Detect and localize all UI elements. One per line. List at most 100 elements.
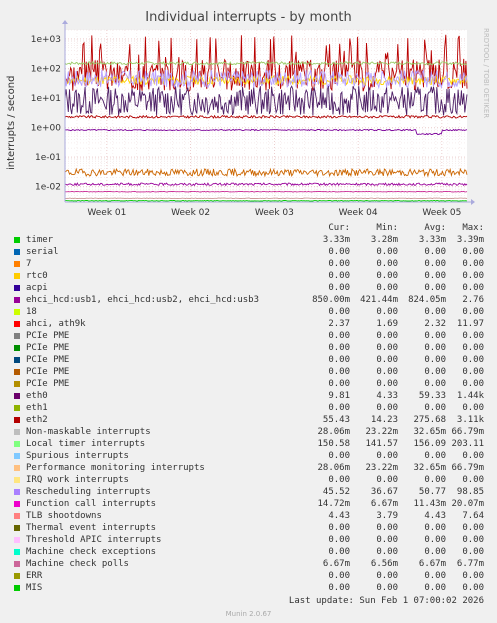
legend-value-cur: 28.06m xyxy=(317,463,350,473)
y-tick-label: 1e+01 xyxy=(31,94,61,104)
legend-value-avg: 0.00 xyxy=(424,535,446,545)
legend-series-name: 7 xyxy=(26,259,32,269)
y-tick-label: 1e+00 xyxy=(31,123,62,133)
legend-value-avg: 0.00 xyxy=(424,547,446,557)
legend-swatch xyxy=(14,477,20,483)
legend-value-min: 6.67m xyxy=(370,499,398,509)
legend-value-cur: 0.00 xyxy=(328,451,350,461)
legend-row: Spurious interrupts 0.00 0.00 0.00 0.00 xyxy=(12,450,492,462)
legend-value-avg: 0.00 xyxy=(424,247,446,257)
legend-swatch xyxy=(14,441,20,447)
legend-value-max: 2.76 xyxy=(462,295,484,305)
legend-row: 18 0.00 0.00 0.00 0.00 xyxy=(12,306,492,318)
legend-series-name: Threshold APIC interrupts xyxy=(26,535,162,545)
legend-value-cur: 0.00 xyxy=(328,403,350,413)
legend-value-cur: 0.00 xyxy=(328,475,350,485)
legend-value-cur: 55.43 xyxy=(322,415,350,425)
legend-value-cur: 0.00 xyxy=(328,379,350,389)
legend-series-name: eth2 xyxy=(26,415,48,425)
legend-value-max: 0.00 xyxy=(462,583,484,593)
legend-value-max: 3.11k xyxy=(456,415,484,425)
legend-swatch xyxy=(14,489,20,495)
legend-swatch xyxy=(14,549,20,555)
legend-value-avg: 11.43m xyxy=(413,499,446,509)
legend-table: Cur: Min: Avg: Max: timer 3.33m 3.28m 3.33m… xyxy=(12,222,492,594)
legend-series-name: Performance monitoring interrupts xyxy=(26,463,205,473)
legend-series-name: Non-maskable interrupts xyxy=(26,427,151,437)
legend-value-min: 141.57 xyxy=(365,439,398,449)
legend-value-min: 3.79 xyxy=(376,511,398,521)
series-line xyxy=(64,200,468,202)
legend-swatch xyxy=(14,561,20,567)
legend-value-cur: 0.00 xyxy=(328,583,350,593)
legend-value-max: 203.11 xyxy=(451,439,484,449)
legend-row: acpi 0.00 0.00 0.00 0.00 xyxy=(12,282,492,294)
legend-value-avg: 0.00 xyxy=(424,367,446,377)
legend-swatch xyxy=(14,369,20,375)
legend-value-avg: 32.65m xyxy=(413,463,446,473)
legend-series-name: PCIe PME xyxy=(26,379,70,389)
series-line xyxy=(64,60,468,66)
legend-series-name: rtc0 xyxy=(26,271,48,281)
legend-value-avg: 0.00 xyxy=(424,307,446,317)
legend-value-cur: 0.00 xyxy=(328,367,350,377)
legend-value-cur: 850.00m xyxy=(312,295,350,305)
legend-value-cur: 9.81 xyxy=(328,391,350,401)
legend-row: Thermal event interrupts 0.00 0.00 0.00 0.00 xyxy=(12,522,492,534)
legend-swatch xyxy=(14,273,20,279)
legend-series-name: Rescheduling interrupts xyxy=(26,487,151,497)
legend-value-avg: 824.05m xyxy=(408,295,446,305)
legend-value-avg: 156.09 xyxy=(413,439,446,449)
legend-value-min: 0.00 xyxy=(376,343,398,353)
legend-value-max: 66.79m xyxy=(451,427,484,437)
legend-value-avg: 0.00 xyxy=(424,271,446,281)
legend-value-avg: 275.68 xyxy=(413,415,446,425)
legend-value-avg: 0.00 xyxy=(424,451,446,461)
legend-value-avg: 0.00 xyxy=(424,379,446,389)
legend-row: eth0 9.81 4.33 59.33 1.44k xyxy=(12,390,492,402)
legend-value-max: 7.64 xyxy=(462,511,484,521)
legend-value-min: 4.33 xyxy=(376,391,398,401)
legend-value-avg: 0.00 xyxy=(424,343,446,353)
legend-value-min: 0.00 xyxy=(376,355,398,365)
legend-swatch xyxy=(14,285,20,291)
x-tick-label: Week 02 xyxy=(171,208,210,218)
legend-value-max: 0.00 xyxy=(462,283,484,293)
legend-value-min: 36.67 xyxy=(370,487,398,497)
legend-swatch xyxy=(14,333,20,339)
legend-series-name: Machine check polls xyxy=(26,559,129,569)
legend-value-max: 0.00 xyxy=(462,379,484,389)
legend-value-cur: 0.00 xyxy=(328,283,350,293)
legend-swatch xyxy=(14,453,20,459)
legend-row: Non-maskable interrupts 28.06m 23.22m 32.65… xyxy=(12,426,492,438)
legend-swatch xyxy=(14,417,20,423)
legend-value-max: 0.00 xyxy=(462,331,484,341)
legend-value-avg: 0.00 xyxy=(424,283,446,293)
series-line xyxy=(64,74,468,86)
legend-value-cur: 45.52 xyxy=(322,487,350,497)
legend-value-avg: 0.00 xyxy=(424,403,446,413)
series-line xyxy=(65,190,468,193)
legend-value-min: 14.23 xyxy=(370,415,398,425)
legend-row: Performance monitoring interrupts 28.06m 2… xyxy=(12,462,492,474)
legend-series-name: Thermal event interrupts xyxy=(26,523,157,533)
legend-swatch xyxy=(14,297,20,303)
legend-value-max: 1.44k xyxy=(456,391,484,401)
legend-swatch xyxy=(14,381,20,387)
series-line xyxy=(64,167,468,178)
legend-series-name: serial xyxy=(26,247,59,257)
legend-value-cur: 150.58 xyxy=(317,439,350,449)
legend-value-cur: 4.43 xyxy=(328,511,350,521)
legend-value-min: 0.00 xyxy=(376,523,398,533)
y-tick-label: 1e+03 xyxy=(31,35,61,45)
legend-swatch xyxy=(14,465,20,471)
legend-value-cur: 0.00 xyxy=(328,247,350,257)
legend-series-name: PCIe PME xyxy=(26,367,70,377)
series-line xyxy=(64,128,468,136)
legend-value-cur: 6.67m xyxy=(322,559,350,569)
legend-row: eth1 0.00 0.00 0.00 0.00 xyxy=(12,402,492,414)
legend-header-max: Max: xyxy=(462,223,484,233)
legend-value-min: 421.44m xyxy=(360,295,398,305)
legend-series-name: IRQ work interrupts xyxy=(26,475,129,485)
plot-area: 1e+03 1e+02 1e+01 1e+00 1e-01 1e-02 Week 01 Wee… xyxy=(31,20,475,218)
